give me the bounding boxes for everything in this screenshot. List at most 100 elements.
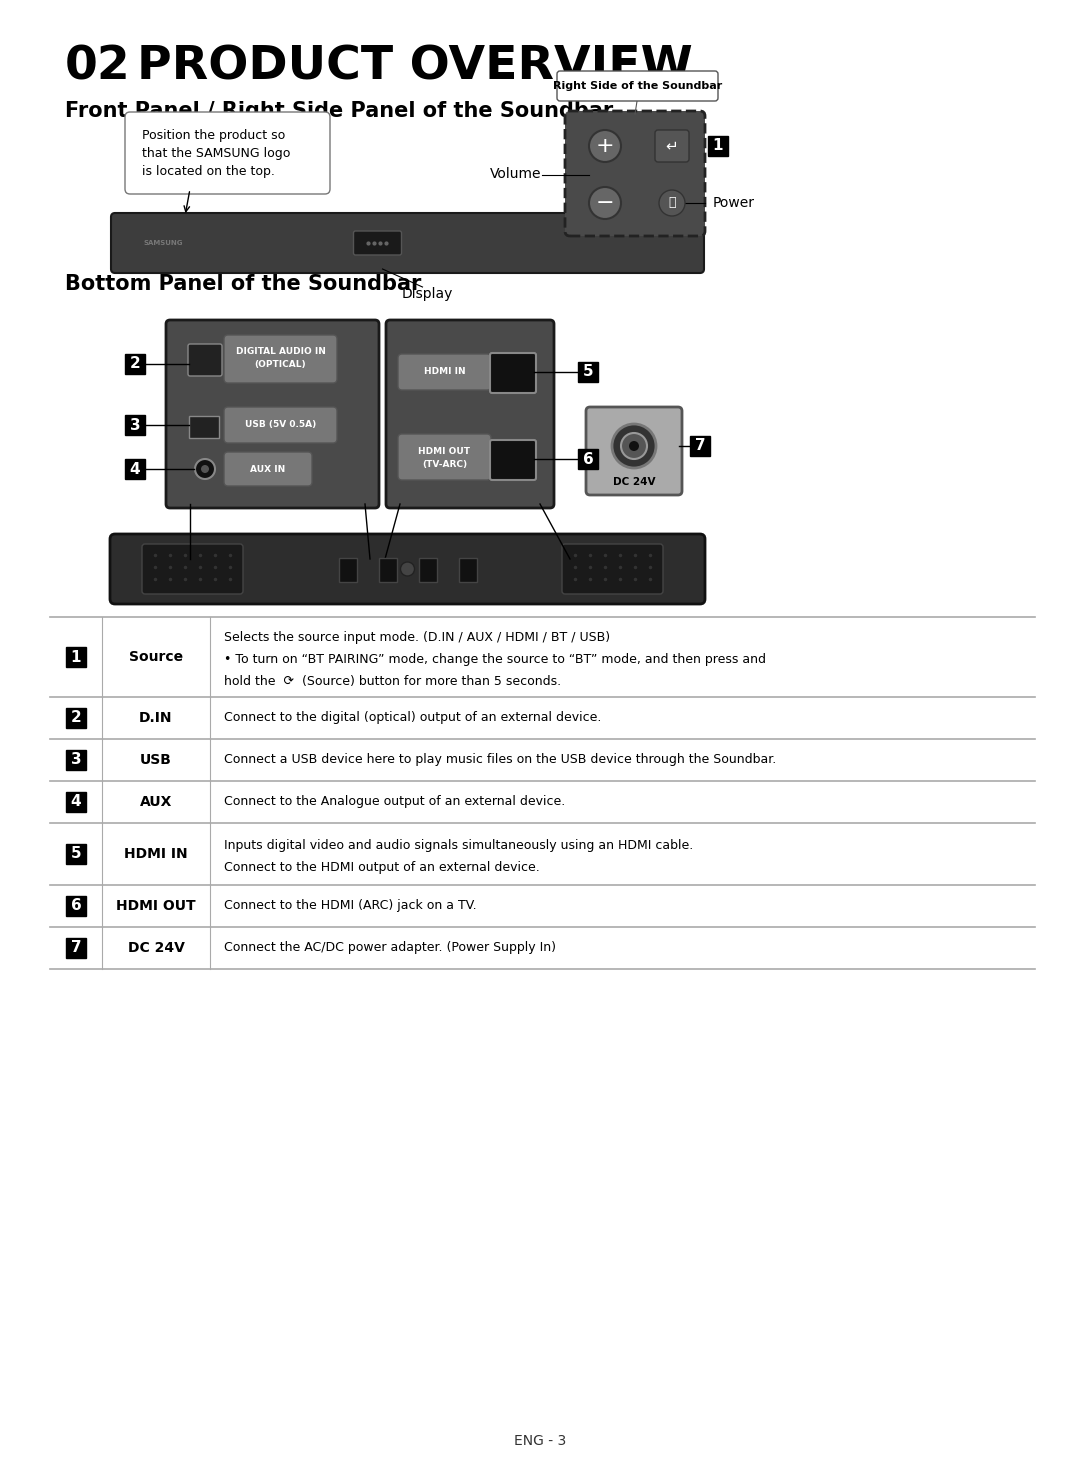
FancyBboxPatch shape bbox=[562, 544, 663, 595]
Text: 4: 4 bbox=[70, 794, 81, 809]
Text: Inputs digital video and audio signals simultaneously using an HDMI cable.: Inputs digital video and audio signals s… bbox=[224, 839, 693, 852]
Text: Position the product so: Position the product so bbox=[141, 129, 285, 142]
FancyBboxPatch shape bbox=[66, 896, 86, 916]
Text: (TV-ARC): (TV-ARC) bbox=[422, 460, 467, 469]
FancyBboxPatch shape bbox=[654, 130, 689, 163]
Text: ⏻: ⏻ bbox=[669, 197, 676, 210]
Text: Selects the source input mode. (D.IN / AUX / HDMI / BT / USB): Selects the source input mode. (D.IN / A… bbox=[224, 632, 610, 643]
Text: HDMI IN: HDMI IN bbox=[124, 847, 188, 861]
Text: AUX: AUX bbox=[139, 796, 172, 809]
Circle shape bbox=[621, 433, 647, 458]
FancyBboxPatch shape bbox=[578, 362, 598, 382]
FancyBboxPatch shape bbox=[690, 436, 710, 456]
Circle shape bbox=[401, 562, 415, 575]
FancyBboxPatch shape bbox=[66, 845, 86, 864]
Circle shape bbox=[201, 464, 210, 473]
Text: DC 24V: DC 24V bbox=[127, 941, 185, 955]
FancyBboxPatch shape bbox=[459, 558, 476, 583]
Text: (OPTICAL): (OPTICAL) bbox=[255, 361, 307, 370]
Text: Power: Power bbox=[713, 197, 755, 210]
Text: 02: 02 bbox=[65, 44, 131, 89]
FancyBboxPatch shape bbox=[565, 111, 705, 237]
Text: Right Side of the Soundbar: Right Side of the Soundbar bbox=[553, 81, 723, 92]
FancyBboxPatch shape bbox=[224, 407, 337, 444]
Text: 5: 5 bbox=[70, 846, 81, 861]
Text: D.IN: D.IN bbox=[139, 711, 173, 725]
Circle shape bbox=[612, 424, 656, 467]
FancyBboxPatch shape bbox=[490, 439, 536, 481]
FancyBboxPatch shape bbox=[125, 458, 145, 479]
Text: 1: 1 bbox=[71, 649, 81, 664]
Text: DIGITAL AUDIO IN: DIGITAL AUDIO IN bbox=[235, 346, 325, 355]
FancyBboxPatch shape bbox=[224, 453, 312, 487]
Text: 6: 6 bbox=[70, 899, 81, 914]
Text: 4: 4 bbox=[130, 461, 140, 476]
Circle shape bbox=[629, 441, 639, 451]
FancyBboxPatch shape bbox=[141, 544, 243, 595]
FancyBboxPatch shape bbox=[578, 450, 598, 469]
Text: ENG - 3: ENG - 3 bbox=[514, 1435, 566, 1448]
FancyBboxPatch shape bbox=[708, 136, 728, 155]
Text: Bottom Panel of the Soundbar: Bottom Panel of the Soundbar bbox=[65, 274, 421, 294]
Circle shape bbox=[659, 189, 685, 216]
FancyBboxPatch shape bbox=[399, 353, 491, 390]
FancyBboxPatch shape bbox=[110, 534, 705, 603]
FancyBboxPatch shape bbox=[224, 336, 337, 383]
FancyBboxPatch shape bbox=[125, 112, 330, 194]
Text: Connect the AC/DC power adapter. (Power Supply In): Connect the AC/DC power adapter. (Power … bbox=[224, 942, 556, 954]
FancyBboxPatch shape bbox=[166, 319, 379, 507]
Text: 6: 6 bbox=[582, 451, 593, 466]
FancyBboxPatch shape bbox=[125, 416, 145, 435]
FancyBboxPatch shape bbox=[189, 416, 219, 438]
Text: 2: 2 bbox=[130, 356, 140, 371]
Text: • To turn on “BT PAIRING” mode, change the source to “BT” mode, and then press a: • To turn on “BT PAIRING” mode, change t… bbox=[224, 654, 766, 666]
FancyBboxPatch shape bbox=[188, 345, 222, 376]
Text: Connect to the Analogue output of an external device.: Connect to the Analogue output of an ext… bbox=[224, 796, 565, 809]
Text: SAMSUNG: SAMSUNG bbox=[143, 240, 183, 246]
FancyBboxPatch shape bbox=[586, 407, 681, 495]
Circle shape bbox=[195, 458, 215, 479]
Text: HDMI IN: HDMI IN bbox=[423, 367, 465, 377]
FancyBboxPatch shape bbox=[66, 646, 86, 667]
FancyBboxPatch shape bbox=[125, 353, 145, 374]
Text: USB: USB bbox=[140, 753, 172, 768]
Text: HDMI OUT: HDMI OUT bbox=[419, 448, 471, 457]
Text: Connect to the HDMI (ARC) jack on a TV.: Connect to the HDMI (ARC) jack on a TV. bbox=[224, 899, 476, 913]
FancyBboxPatch shape bbox=[490, 353, 536, 393]
FancyBboxPatch shape bbox=[66, 791, 86, 812]
FancyBboxPatch shape bbox=[66, 938, 86, 958]
FancyBboxPatch shape bbox=[66, 708, 86, 728]
Text: that the SAMSUNG logo: that the SAMSUNG logo bbox=[141, 146, 291, 160]
Text: 3: 3 bbox=[70, 753, 81, 768]
FancyBboxPatch shape bbox=[338, 558, 356, 583]
Text: 3: 3 bbox=[130, 417, 140, 432]
FancyBboxPatch shape bbox=[111, 213, 704, 274]
Circle shape bbox=[589, 186, 621, 219]
Text: 7: 7 bbox=[70, 941, 81, 955]
Text: PRODUCT OVERVIEW: PRODUCT OVERVIEW bbox=[137, 44, 692, 89]
FancyBboxPatch shape bbox=[66, 750, 86, 771]
FancyBboxPatch shape bbox=[378, 558, 396, 583]
Text: Connect to the HDMI output of an external device.: Connect to the HDMI output of an externa… bbox=[224, 861, 540, 874]
FancyBboxPatch shape bbox=[386, 319, 554, 507]
Text: DC 24V: DC 24V bbox=[612, 478, 656, 487]
FancyBboxPatch shape bbox=[419, 558, 436, 583]
Text: +: + bbox=[596, 136, 615, 155]
Text: HDMI OUT: HDMI OUT bbox=[117, 899, 195, 913]
Text: Volume: Volume bbox=[490, 167, 541, 182]
Text: −: − bbox=[596, 192, 615, 213]
Text: 5: 5 bbox=[583, 364, 593, 380]
Text: Front Panel / Right Side Panel of the Soundbar: Front Panel / Right Side Panel of the So… bbox=[65, 101, 613, 121]
Text: Source: Source bbox=[129, 649, 184, 664]
Text: is located on the top.: is located on the top. bbox=[141, 166, 275, 177]
FancyBboxPatch shape bbox=[399, 433, 491, 481]
Text: ↵: ↵ bbox=[665, 139, 678, 154]
Text: 1: 1 bbox=[713, 139, 724, 154]
Circle shape bbox=[589, 130, 621, 163]
Text: Display: Display bbox=[402, 287, 454, 302]
Text: Connect a USB device here to play music files on the USB device through the Soun: Connect a USB device here to play music … bbox=[224, 753, 777, 766]
Text: AUX IN: AUX IN bbox=[251, 464, 285, 473]
Text: Connect to the digital (optical) output of an external device.: Connect to the digital (optical) output … bbox=[224, 711, 602, 725]
Text: hold the  ⟳  (Source) button for more than 5 seconds.: hold the ⟳ (Source) button for more than… bbox=[224, 674, 562, 688]
Text: 7: 7 bbox=[694, 438, 705, 454]
